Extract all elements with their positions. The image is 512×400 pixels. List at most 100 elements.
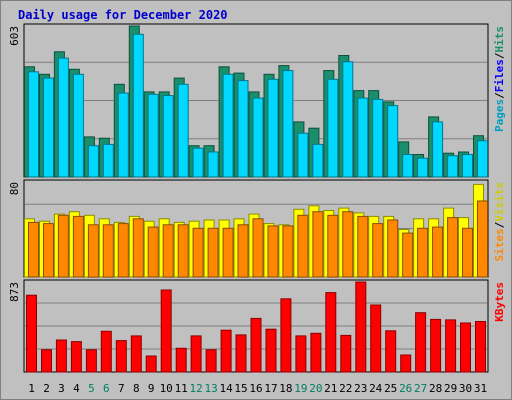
x-tick-label: 10 [160,382,173,395]
bar-files-day-16 [252,97,264,178]
bar-sites-day-26 [402,232,414,278]
x-tick-label: 18 [279,382,292,395]
chart-title: Daily usage for December 2020 [18,8,228,22]
bar-sites-day-19 [297,214,309,278]
bar-kbytes-day-23 [355,281,367,373]
bar-files-day-30 [462,154,473,178]
bar-sites-day-11 [177,224,189,278]
bar-kbytes-day-12 [190,335,202,373]
bar-kbytes-day-16 [250,317,262,373]
bar-sites-day-6 [102,224,114,278]
bar-sites-day-7 [117,223,129,278]
bar-kbytes-day-17 [265,328,277,373]
bar-files-day-9 [147,93,159,178]
legend-entry: Visits [493,182,506,222]
bar-kbytes-day-26 [400,354,412,373]
bar-kbytes-day-20 [310,332,322,373]
bar-sites-day-30 [462,227,473,278]
bar-kbytes-day-19 [295,335,307,373]
x-tick-label: 9 [148,382,155,395]
bar-kbytes-day-2 [41,349,52,373]
x-tick-label: 1 [28,382,35,395]
legend-entry: Sites [493,228,506,261]
x-tick-label: 5 [88,382,95,395]
bar-files-day-25 [387,105,399,178]
bar-kbytes-day-22 [340,334,352,373]
y-max-label: 873 [8,282,21,302]
x-tick-label: 19 [294,382,307,395]
legend-entry: Pages [493,99,506,132]
bar-kbytes-day-1 [26,294,37,373]
chart-bars [24,25,488,373]
x-tick-label: 29 [444,382,457,395]
x-tick-label: 27 [414,382,427,395]
bar-files-day-29 [447,155,459,178]
bar-files-day-31 [477,140,488,178]
bar-kbytes-day-7 [115,340,127,373]
x-tick-label: 20 [309,382,322,395]
bar-files-day-22 [342,61,354,178]
bar-sites-day-2 [43,223,54,278]
bar-sites-day-3 [57,214,69,278]
bar-files-day-23 [357,97,369,178]
bar-sites-day-10 [162,224,174,278]
bar-kbytes-day-25 [385,330,397,373]
bar-files-day-21 [327,78,339,178]
bar-sites-day-25 [387,219,399,278]
bar-sites-day-12 [192,227,204,278]
bar-files-day-24 [372,98,384,178]
bar-sites-day-4 [72,215,84,278]
bar-files-day-13 [207,151,219,178]
legend-separator: / [493,221,506,228]
x-tick-label: 22 [339,382,352,395]
bar-files-day-5 [87,145,99,178]
legend-entry: Hits [493,26,506,53]
x-tick-label: 31 [474,382,487,395]
x-tick-label: 2 [43,382,50,395]
bar-kbytes-day-4 [70,341,82,373]
x-tick-label: 11 [175,382,188,395]
bar-sites-day-18 [282,225,294,278]
x-tick-label: 30 [459,382,472,395]
bar-kbytes-day-29 [445,319,457,373]
bar-sites-day-28 [432,226,444,278]
x-tick-label: 23 [354,382,367,395]
chart-x-labels: 1 2 3 4 5 6 7 8 9 10 11 12 13 14 15 16 17 18 19 20 21 22 23 24 2… [28,382,487,395]
legend-entry: Files [493,59,506,92]
bar-files-day-8 [132,33,144,178]
bar-sites-day-8 [132,218,144,278]
x-tick-label: 8 [133,382,140,395]
x-tick-label: 17 [264,382,277,395]
bar-sites-day-29 [447,217,459,278]
bar-sites-day-9 [147,226,159,278]
x-tick-label: 7 [118,382,125,395]
panel-legend: Pages/Files/Hits [493,26,506,132]
x-tick-label: 28 [429,382,442,395]
bar-files-day-15 [237,80,249,178]
bar-files-day-17 [267,78,279,178]
bar-kbytes-day-18 [280,298,292,373]
bar-files-day-1 [28,71,39,178]
bar-sites-day-17 [267,225,279,278]
bar-files-day-6 [102,143,114,178]
x-tick-label: 4 [73,382,80,395]
bar-files-day-4 [72,73,84,178]
x-tick-label: 6 [103,382,110,395]
bar-kbytes-day-5 [85,349,97,373]
x-tick-label: 16 [249,382,262,395]
x-tick-label: 3 [58,382,65,395]
bar-files-day-2 [43,77,54,178]
bar-sites-day-23 [357,215,369,278]
bar-files-day-7 [117,92,129,178]
bar-kbytes-day-15 [235,334,247,373]
bar-sites-day-20 [312,211,324,278]
bar-sites-day-31 [477,200,488,278]
panel-legend: KBytes [493,282,506,322]
x-tick-label: 26 [399,382,412,395]
bar-kbytes-day-3 [55,339,67,373]
x-tick-label: 12 [189,382,202,395]
bar-kbytes-day-24 [370,304,382,373]
bar-kbytes-day-6 [100,330,112,373]
bar-kbytes-day-21 [325,292,337,373]
